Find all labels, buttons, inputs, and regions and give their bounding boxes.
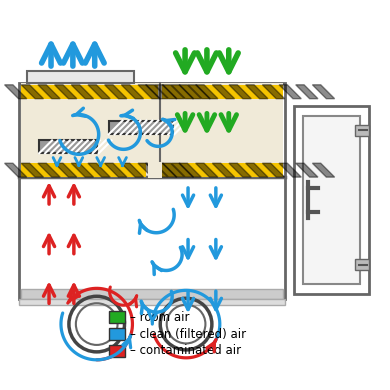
- Polygon shape: [5, 163, 27, 177]
- Polygon shape: [296, 163, 318, 177]
- Polygon shape: [162, 163, 184, 177]
- Polygon shape: [21, 163, 44, 177]
- Bar: [21, 289, 284, 299]
- Bar: [39, 140, 97, 153]
- Polygon shape: [312, 85, 335, 99]
- Bar: [21, 83, 284, 177]
- Polygon shape: [229, 163, 251, 177]
- Polygon shape: [55, 163, 77, 177]
- Text: – contaminated air: – contaminated air: [131, 344, 241, 357]
- Polygon shape: [88, 85, 110, 99]
- Text: – room air: – room air: [131, 310, 190, 324]
- Bar: [162, 85, 284, 99]
- Polygon shape: [145, 163, 168, 177]
- Bar: [148, 162, 162, 178]
- Polygon shape: [105, 163, 127, 177]
- Text: – clean (filtered) air: – clean (filtered) air: [131, 328, 246, 340]
- Polygon shape: [71, 85, 94, 99]
- Polygon shape: [138, 163, 160, 177]
- Polygon shape: [188, 85, 210, 99]
- Polygon shape: [279, 163, 301, 177]
- Polygon shape: [38, 163, 60, 177]
- Polygon shape: [196, 85, 218, 99]
- Polygon shape: [138, 85, 160, 99]
- Polygon shape: [312, 163, 335, 177]
- Polygon shape: [262, 163, 285, 177]
- Polygon shape: [279, 85, 301, 99]
- Bar: [162, 163, 284, 177]
- Polygon shape: [38, 85, 60, 99]
- Polygon shape: [171, 163, 193, 177]
- Polygon shape: [179, 163, 201, 177]
- Polygon shape: [121, 85, 144, 99]
- Polygon shape: [296, 85, 318, 99]
- Bar: [19, 83, 285, 299]
- Polygon shape: [88, 163, 110, 177]
- Polygon shape: [5, 85, 27, 99]
- Bar: [294, 106, 369, 294]
- Bar: [21, 163, 146, 177]
- Bar: [355, 124, 369, 136]
- Polygon shape: [212, 85, 234, 99]
- Bar: [109, 121, 173, 135]
- Bar: [27, 71, 135, 83]
- Bar: [19, 299, 285, 305]
- Bar: [109, 345, 124, 357]
- Polygon shape: [145, 85, 168, 99]
- Polygon shape: [246, 163, 268, 177]
- Polygon shape: [179, 85, 201, 99]
- Polygon shape: [171, 85, 193, 99]
- Bar: [109, 311, 124, 323]
- Polygon shape: [246, 85, 268, 99]
- Polygon shape: [262, 85, 285, 99]
- Bar: [109, 328, 124, 340]
- Polygon shape: [155, 163, 177, 177]
- Polygon shape: [162, 85, 184, 99]
- Bar: [355, 259, 369, 270]
- Polygon shape: [105, 85, 127, 99]
- Polygon shape: [155, 85, 177, 99]
- Polygon shape: [121, 163, 144, 177]
- Polygon shape: [21, 85, 44, 99]
- Polygon shape: [196, 163, 218, 177]
- Polygon shape: [71, 163, 94, 177]
- Bar: [303, 115, 360, 284]
- Polygon shape: [229, 85, 251, 99]
- Bar: [21, 85, 158, 99]
- Polygon shape: [55, 85, 77, 99]
- Polygon shape: [212, 163, 234, 177]
